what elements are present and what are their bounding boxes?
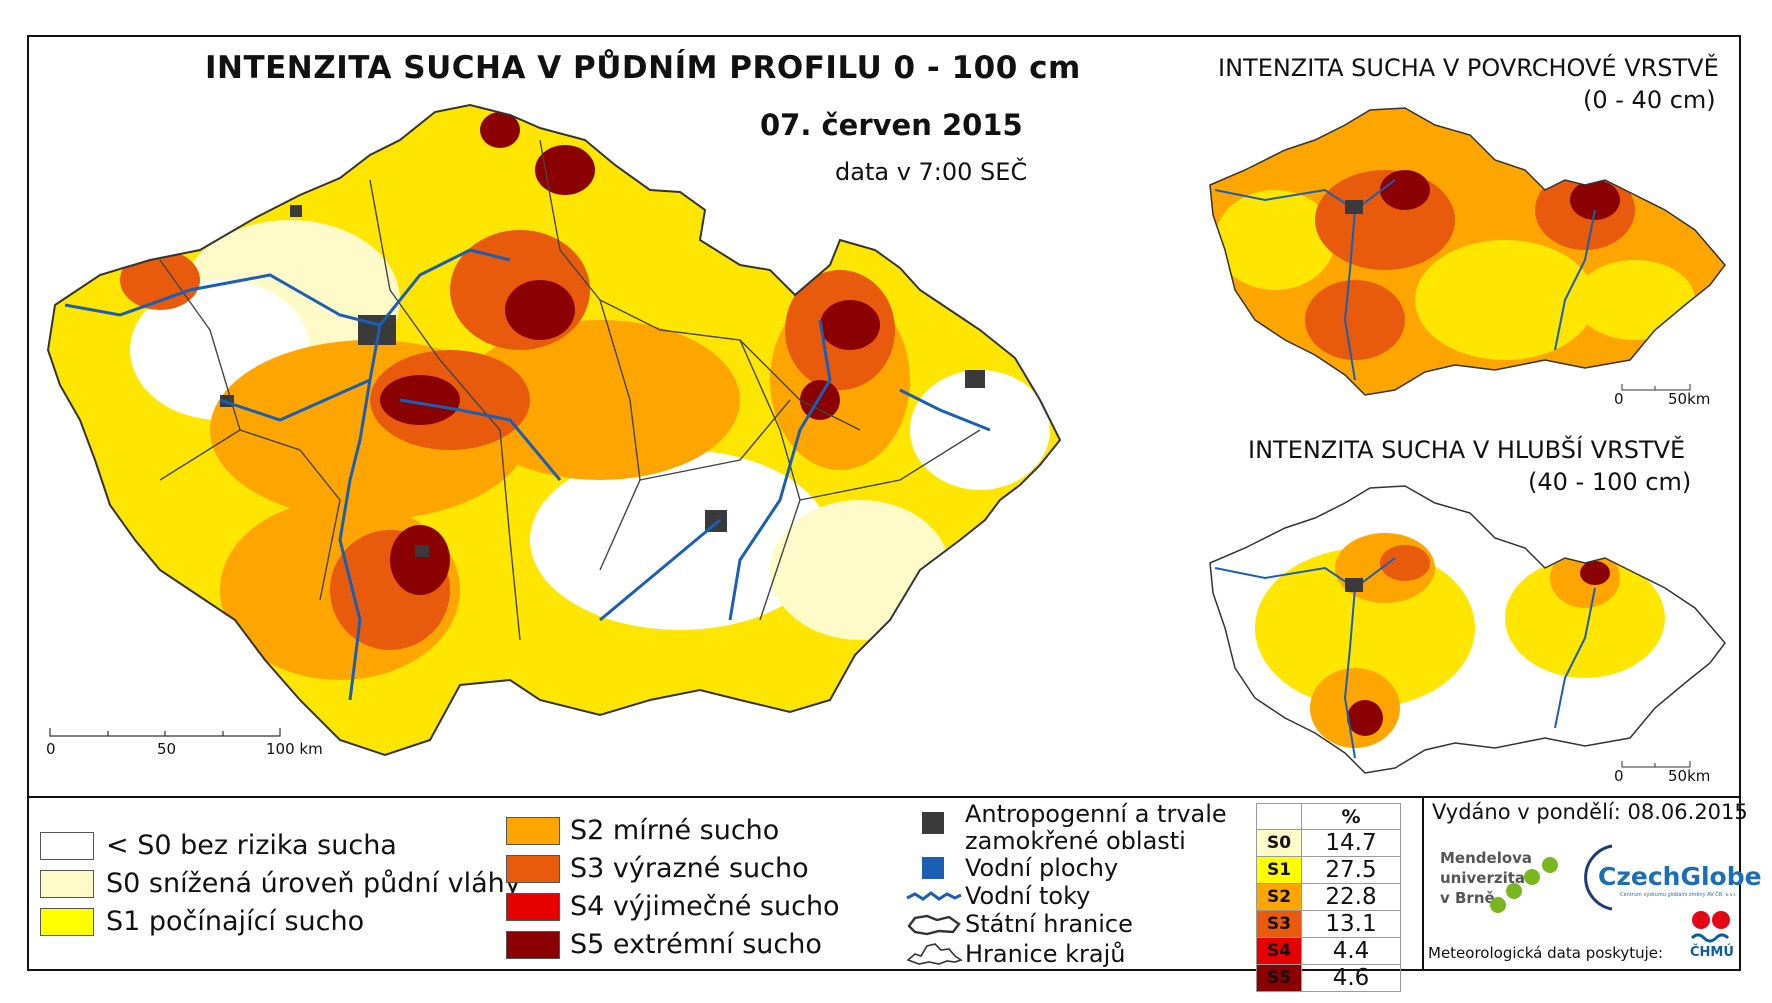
percent-code: S3 (1256, 910, 1302, 938)
percent-code: S4 (1256, 937, 1302, 965)
inset-top-scale-tick: 0 (1614, 390, 1624, 408)
main-scale-tick: 0 (46, 740, 56, 758)
percent-value: 4.6 (1301, 964, 1401, 992)
table-row: S5 4.6 (1256, 964, 1401, 992)
inset-top-depth: (0 - 40 cm) (1583, 86, 1716, 114)
main-scale-tick: 50 (157, 740, 177, 758)
percent-table: % S0 14.7 S1 27.5 S2 22.8 S3 13.1 S4 4.4… (1256, 803, 1401, 992)
czechglobe-logo: CzechGlobe (1598, 862, 1762, 891)
table-row: S2 22.8 (1256, 883, 1401, 911)
percent-code: S2 (1256, 883, 1302, 911)
issued-date: Vydáno v pondělí: 08.06.2015 (1432, 800, 1748, 824)
percent-value: 4.4 (1301, 937, 1401, 965)
percent-table-header-code (1256, 803, 1302, 830)
legend-label-s0: S0 snížená úroveň půdní vláhy (106, 868, 521, 899)
legend-label-s5: S5 extrémní sucho (570, 929, 822, 960)
czechglobe-subtitle: Centrum výzkumu globální změny AV ČR, v.… (1620, 892, 1737, 898)
mendel-line: v Brně (1440, 889, 1495, 907)
percent-code: S1 (1256, 856, 1302, 884)
meteo-credit: Meteorologická data poskytuje: (1428, 944, 1664, 962)
river-line-symbol (906, 891, 962, 901)
inset-top-map (1209, 107, 1726, 396)
water-area-label: Vodní plochy (965, 854, 1119, 882)
issue-divider (1422, 798, 1424, 971)
legend-label-s3: S3 výrazné sucho (570, 853, 809, 884)
table-row: S0 14.7 (1256, 829, 1401, 857)
mendel-line: univerzita (1440, 869, 1526, 887)
legend-swatch-s4 (506, 893, 560, 921)
inset-bottom-scale-tick: 50km (1668, 767, 1711, 785)
chmu-logo-text: ČHMÚ (1690, 945, 1734, 960)
main-scale-tick: 100 km (266, 740, 323, 758)
legend-swatch-s3 (506, 855, 560, 883)
anthropogenic-label-line1: Antropogenní a trvale (965, 800, 1227, 828)
percent-table-header: % (1301, 803, 1401, 830)
anthropogenic-swatch (922, 812, 944, 834)
legend-label-s1: S1 počínající sucho (106, 906, 365, 937)
river-label: Vodní toky (965, 882, 1091, 910)
inset-top-scale-tick: 50km (1668, 390, 1711, 408)
map-date: 07. červen 2015 (760, 108, 1023, 142)
legend-divider (27, 796, 1741, 798)
percent-code: S0 (1256, 829, 1302, 857)
region-border-label: Hranice krajů (965, 940, 1126, 968)
state-border-symbol (907, 914, 961, 936)
legend-swatch-s5 (506, 931, 560, 959)
legend-label-s4: S4 výjimečné sucho (570, 891, 840, 922)
percent-value: 22.8 (1301, 883, 1401, 911)
state-border-label: Státní hranice (965, 910, 1133, 938)
legend-swatch-s2 (506, 817, 560, 845)
percent-value: 14.7 (1301, 829, 1401, 857)
legend-swatch-s0 (40, 870, 94, 898)
main-title: INTENZITA SUCHA V PŮDNÍM PROFILU 0 - 100… (205, 50, 1081, 86)
main-drought-map (46, 103, 1062, 757)
percent-code: S5 (1256, 964, 1302, 992)
legend-label-below-s0: < S0 bez rizika sucha (106, 830, 397, 861)
inset-bottom-depth: (40 - 100 cm) (1528, 468, 1692, 496)
mendel-line: Mendelova (1440, 849, 1533, 867)
table-row: S1 27.5 (1256, 856, 1401, 884)
legend-swatch-s1 (40, 908, 94, 936)
inset-bottom-title: INTENZITA SUCHA V HLUBŠÍ VRSTVĚ (1248, 436, 1686, 464)
chmu-logo-icon (1690, 911, 1730, 943)
table-row: S4 4.4 (1256, 937, 1401, 965)
legend-swatch-below-s0 (40, 832, 94, 860)
anthropogenic-label-line2: zamokřené oblasti (965, 827, 1186, 855)
czechglobe-arc-icon (1584, 844, 1613, 911)
mendel-logo-text: Mendelova univerzita v Brně (1440, 848, 1532, 908)
inset-bottom-scale-bar (1621, 761, 1691, 768)
legend-label-s2: S2 mírné sucho (570, 815, 780, 846)
table-row: S3 13.1 (1256, 910, 1401, 938)
inset-bottom-map (1209, 485, 1726, 774)
inset-top-scale-bar (1621, 384, 1691, 391)
data-time: data v 7:00 SEČ (835, 158, 1028, 186)
water-area-swatch (922, 857, 944, 879)
main-scale-bar (49, 728, 281, 737)
mendel-logo-dots (1490, 857, 1558, 913)
inset-bottom-scale-tick: 0 (1614, 767, 1624, 785)
percent-value: 27.5 (1301, 856, 1401, 884)
inset-top-title: INTENZITA SUCHA V POVRCHOVÉ VRSTVĚ (1218, 54, 1719, 82)
map-frame (27, 35, 1741, 971)
percent-value: 13.1 (1301, 910, 1401, 938)
region-border-symbol (906, 943, 963, 965)
